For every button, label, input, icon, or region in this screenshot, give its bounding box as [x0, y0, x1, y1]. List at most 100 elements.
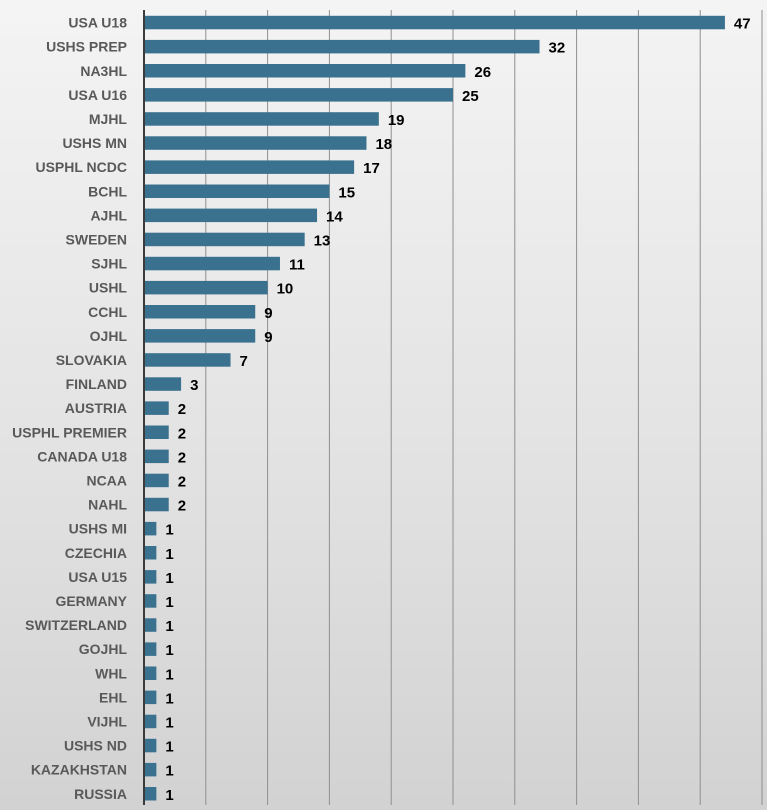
bar	[144, 160, 355, 174]
bar	[144, 521, 157, 536]
value-label: 1	[165, 714, 173, 731]
category-label: BCHL	[88, 183, 127, 199]
bars	[144, 15, 725, 801]
value-label: 2	[178, 473, 186, 490]
bar	[144, 329, 256, 343]
category-label: USPHL PREMIER	[12, 424, 127, 440]
value-label: 18	[375, 136, 392, 153]
bar	[144, 256, 280, 271]
bar	[144, 64, 466, 78]
category-label: RUSSIA	[74, 786, 127, 802]
value-label: 9	[264, 329, 272, 346]
bar	[144, 377, 182, 391]
category-label: MJHL	[89, 111, 128, 127]
value-label: 1	[165, 570, 173, 587]
bar	[144, 787, 157, 801]
value-label: 1	[165, 787, 173, 804]
value-label: 10	[277, 281, 294, 298]
bar	[144, 184, 330, 198]
value-label: 13	[314, 232, 331, 249]
bar	[144, 738, 157, 753]
value-labels: 4732262519181715141311109973222221111111…	[165, 16, 750, 804]
bar	[144, 112, 379, 126]
category-label: CANADA U18	[37, 448, 127, 464]
category-label: VIJHL	[87, 713, 127, 729]
bar	[144, 618, 157, 632]
category-label: USA U15	[68, 569, 127, 585]
value-label: 2	[178, 401, 186, 418]
bar	[144, 88, 453, 102]
bar	[144, 15, 725, 30]
category-label: USA U16	[68, 87, 127, 103]
value-label: 1	[165, 690, 173, 707]
category-label: WHL	[95, 665, 127, 681]
category-labels: USA U18 USHS PREP NA3HL USA U16 MJHL USHS MN U…	[12, 15, 128, 802]
value-label: 7	[240, 353, 248, 370]
category-label: AJHL	[90, 207, 127, 223]
bar	[144, 570, 157, 584]
category-label: USHS MI	[69, 521, 127, 537]
bar	[144, 714, 157, 729]
category-label: SJHL	[91, 256, 127, 272]
category-label: USHS MN	[62, 135, 127, 151]
bar	[144, 497, 169, 512]
category-label: USHS PREP	[46, 39, 127, 55]
category-label: KAZAKHSTAN	[31, 762, 127, 778]
value-label: 47	[734, 16, 751, 33]
value-label: 3	[190, 377, 198, 394]
bar	[144, 425, 169, 439]
category-label: SWITZERLAND	[25, 617, 127, 633]
category-label: SWEDEN	[66, 231, 127, 247]
bar	[144, 666, 157, 680]
category-label: CCHL	[88, 304, 127, 320]
bar	[144, 594, 157, 608]
value-label: 32	[549, 40, 566, 57]
bar	[144, 473, 169, 488]
category-label: GERMANY	[55, 593, 127, 609]
category-label: SLOVAKIA	[56, 352, 127, 368]
category-label: EHL	[99, 689, 127, 705]
bar	[144, 642, 157, 656]
bar	[144, 401, 169, 415]
value-label: 2	[178, 449, 186, 466]
value-label: 1	[165, 763, 173, 780]
gridlines	[205, 10, 763, 805]
bar	[144, 353, 231, 367]
value-label: 26	[474, 64, 491, 81]
value-label: 1	[165, 594, 173, 611]
bar	[144, 546, 157, 560]
category-label: USHS ND	[64, 738, 127, 754]
value-label: 2	[178, 425, 186, 442]
category-label: NCAA	[87, 472, 127, 488]
bar	[144, 208, 318, 223]
category-label: CZECHIA	[65, 545, 127, 561]
value-label: 1	[165, 739, 173, 756]
category-label: NAHL	[88, 497, 127, 513]
category-label: AUSTRIA	[65, 400, 127, 416]
category-label: USA U18	[68, 15, 127, 31]
category-label: USPHL NCDC	[35, 159, 127, 175]
bar	[144, 449, 169, 464]
bar	[144, 280, 268, 295]
bar	[144, 39, 540, 54]
value-label: 11	[289, 257, 305, 274]
bar	[144, 762, 157, 777]
value-label: 19	[388, 112, 405, 129]
value-label: 15	[338, 184, 355, 201]
category-label: USHL	[89, 280, 128, 296]
value-label: 2	[178, 498, 186, 515]
value-label: 1	[165, 618, 173, 635]
value-label: 25	[462, 88, 479, 105]
value-label: 1	[165, 666, 173, 683]
category-label: FINLAND	[66, 376, 127, 392]
value-label: 14	[326, 208, 343, 225]
value-label: 9	[264, 305, 272, 322]
value-label: 1	[165, 642, 173, 659]
value-label: 1	[165, 546, 173, 563]
bar	[144, 232, 305, 247]
bar	[144, 305, 256, 319]
category-label: GOJHL	[79, 641, 128, 657]
category-label: NA3HL	[80, 63, 127, 79]
bar	[144, 690, 157, 705]
